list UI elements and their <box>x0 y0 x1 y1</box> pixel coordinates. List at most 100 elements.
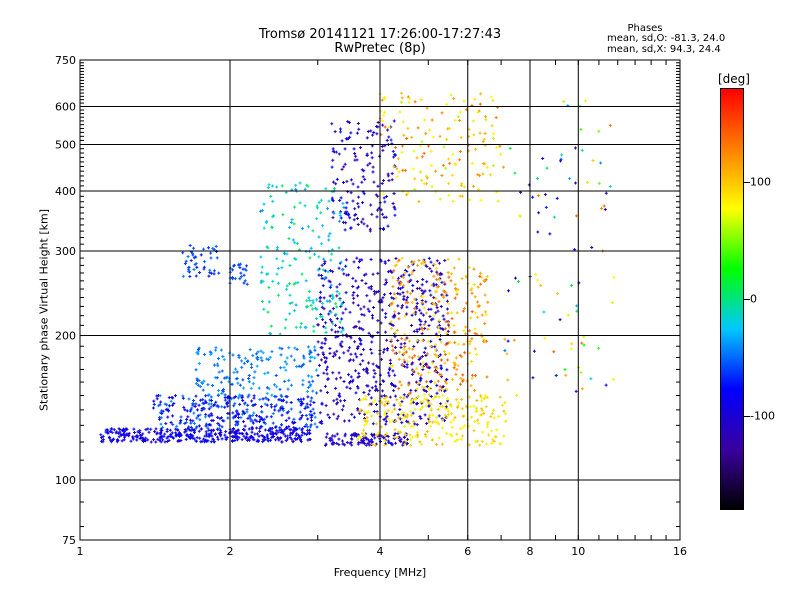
data-point <box>234 432 238 436</box>
data-point <box>352 415 356 419</box>
data-point <box>362 222 366 226</box>
data-point <box>170 395 174 399</box>
data-point <box>451 418 455 422</box>
data-point <box>478 274 482 278</box>
data-point <box>253 432 257 436</box>
data-point <box>375 433 379 437</box>
data-point <box>315 425 319 429</box>
data-point <box>328 269 332 273</box>
data-point <box>267 183 271 187</box>
data-point <box>340 139 344 143</box>
data-point <box>552 350 556 354</box>
data-point <box>295 437 299 441</box>
data-point <box>259 255 263 259</box>
data-point <box>218 428 222 432</box>
data-point <box>291 420 295 424</box>
data-point <box>308 256 312 260</box>
data-point <box>420 326 424 330</box>
data-point <box>385 338 389 342</box>
data-point <box>597 346 601 350</box>
data-point <box>311 379 315 383</box>
data-point <box>242 386 246 390</box>
data-point <box>370 386 374 390</box>
data-point <box>281 259 285 263</box>
data-point <box>194 382 198 386</box>
data-point <box>410 356 414 360</box>
data-point <box>405 365 409 369</box>
data-point <box>359 353 363 357</box>
data-point <box>407 100 411 104</box>
data-point <box>331 434 335 438</box>
data-point <box>191 427 195 431</box>
data-point <box>233 431 237 435</box>
data-point <box>580 387 584 391</box>
data-point <box>184 259 188 263</box>
data-point <box>384 419 388 423</box>
data-point <box>427 371 431 375</box>
data-point <box>402 294 406 298</box>
data-point <box>303 432 307 436</box>
data-point <box>364 272 368 276</box>
data-point <box>412 400 416 404</box>
data-point <box>241 378 245 382</box>
data-point <box>469 288 473 292</box>
data-point <box>405 363 409 367</box>
data-point <box>194 255 198 259</box>
data-point <box>446 409 450 413</box>
data-point <box>167 396 171 400</box>
data-point <box>400 256 404 260</box>
data-point <box>397 317 401 321</box>
data-point <box>201 388 205 392</box>
data-point <box>343 443 347 447</box>
data-point <box>384 278 388 282</box>
colorbar-unit-label: [deg] <box>718 72 750 86</box>
data-point <box>393 310 397 314</box>
data-point <box>365 366 369 370</box>
data-point <box>135 438 139 442</box>
data-point <box>202 352 206 356</box>
data-point <box>380 300 384 304</box>
data-point <box>224 430 228 434</box>
data-point <box>261 440 265 444</box>
data-point <box>386 172 390 176</box>
data-point <box>575 214 579 218</box>
data-point <box>423 413 427 417</box>
data-point <box>435 416 439 420</box>
data-point <box>204 401 208 405</box>
data-point <box>446 311 450 315</box>
data-point <box>237 416 241 420</box>
data-point <box>373 436 377 440</box>
data-point <box>308 425 312 429</box>
data-point <box>174 427 178 431</box>
data-point <box>410 372 414 376</box>
data-point <box>370 313 374 317</box>
data-point <box>324 330 328 334</box>
data-point <box>459 377 463 381</box>
data-point <box>335 305 339 309</box>
data-point <box>179 439 183 443</box>
data-point <box>292 426 296 430</box>
data-point <box>311 307 315 311</box>
data-point <box>305 183 309 187</box>
data-point <box>348 135 352 139</box>
data-point <box>354 154 358 158</box>
colorbar-tick <box>744 416 750 418</box>
data-point <box>443 258 447 262</box>
data-point <box>162 435 166 439</box>
data-point <box>308 413 312 417</box>
data-point <box>560 153 564 157</box>
data-point <box>409 402 413 406</box>
data-point <box>441 426 445 430</box>
data-point <box>316 340 320 344</box>
data-point <box>340 303 344 307</box>
data-point <box>400 150 404 154</box>
data-point <box>413 407 417 411</box>
data-point <box>297 426 301 430</box>
data-point <box>244 436 248 440</box>
data-point <box>579 370 583 374</box>
data-point <box>459 110 463 114</box>
data-point <box>169 399 173 403</box>
data-point <box>543 336 547 340</box>
data-point <box>289 354 293 358</box>
data-point <box>335 402 339 406</box>
